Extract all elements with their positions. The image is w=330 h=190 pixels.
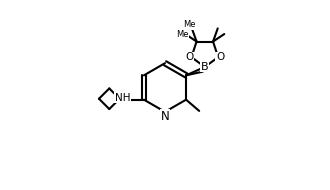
- Text: O: O: [185, 52, 194, 62]
- Text: O: O: [216, 52, 224, 62]
- Text: Me: Me: [176, 29, 189, 39]
- Text: Me: Me: [183, 20, 195, 29]
- Text: NH: NH: [115, 93, 130, 103]
- Text: N: N: [161, 110, 169, 123]
- Text: B: B: [201, 62, 209, 72]
